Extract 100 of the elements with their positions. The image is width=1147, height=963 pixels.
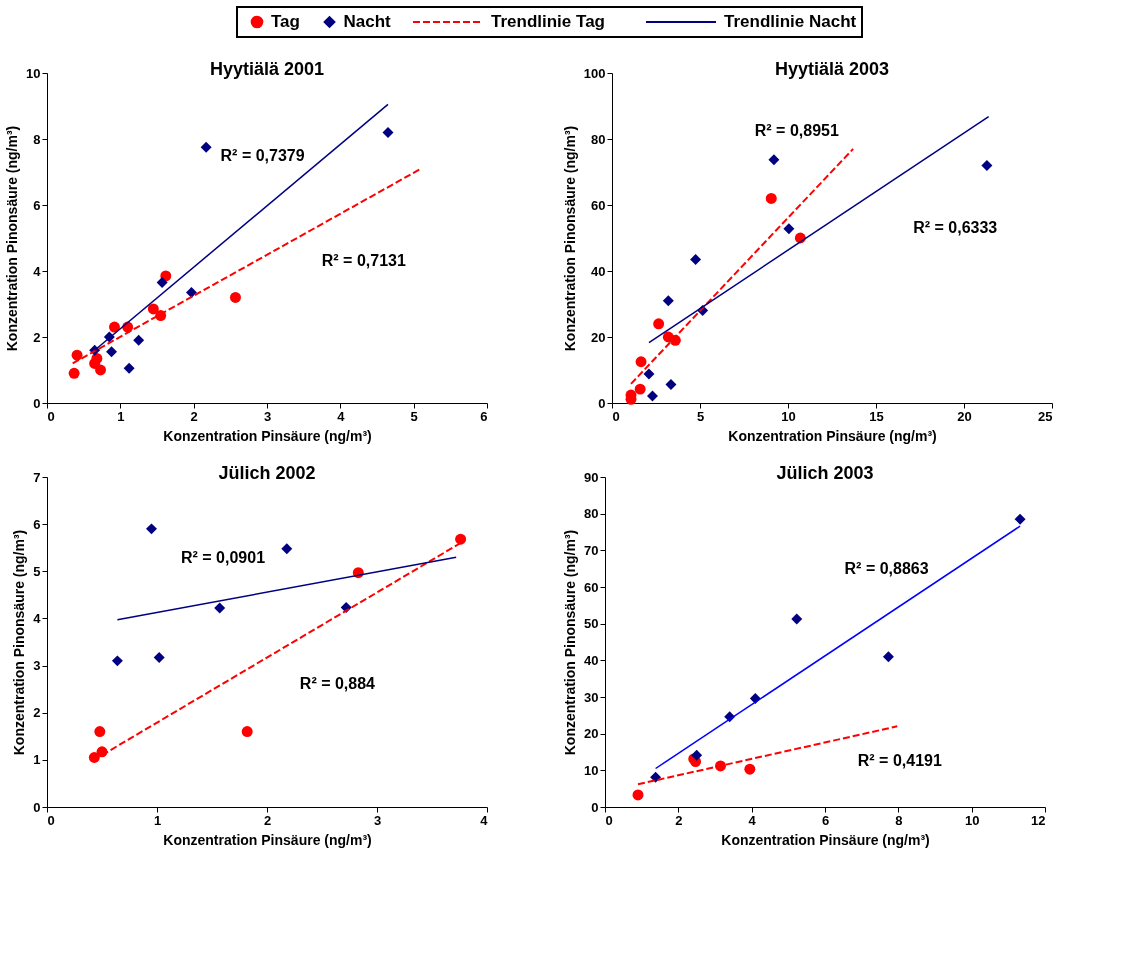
point <box>156 277 168 289</box>
x-tick-label: 6 <box>821 812 830 828</box>
y-tick-label: 4 <box>33 263 42 279</box>
point <box>241 726 253 738</box>
x-tick-label: 10 <box>964 812 980 828</box>
y-tick-label: 1 <box>33 752 41 768</box>
legend-label: Tag <box>271 12 300 31</box>
y-axis-title: Konzentration Pinonsäure (ng/m³) <box>561 125 578 352</box>
point <box>632 789 644 801</box>
y-tick-label: 2 <box>33 705 41 721</box>
point <box>185 286 197 298</box>
y-tick-label: 40 <box>591 263 606 279</box>
y-tick-label: 40 <box>584 652 599 668</box>
y-axis-title: Konzentration Pinonsäure (ng/m³) <box>11 529 28 756</box>
annotation: R² = 0,8951 <box>754 121 839 139</box>
y-tick-label: 2 <box>33 329 41 345</box>
point <box>635 356 647 368</box>
point <box>691 749 703 761</box>
point <box>108 321 120 333</box>
point <box>214 602 226 614</box>
y-tick-label: 60 <box>591 197 606 213</box>
x-tick-label: 5 <box>410 408 418 424</box>
annotation: R² = 0,0901 <box>180 549 266 567</box>
annotation: R² = 0,8863 <box>844 560 929 578</box>
y-tick-label: 80 <box>584 506 599 522</box>
point <box>981 159 993 171</box>
point <box>281 543 293 555</box>
point <box>690 253 702 265</box>
x-tick-label: 2 <box>675 812 683 828</box>
chart-title: Jülich 2002 <box>218 463 316 483</box>
point <box>783 223 795 235</box>
chart-title: Jülich 2003 <box>776 463 874 483</box>
y-tick-label: 80 <box>591 131 606 147</box>
y-tick-label: 30 <box>584 689 599 705</box>
y-tick-label: 6 <box>33 197 41 213</box>
point <box>665 379 677 390</box>
x-axis-title: Konzentration Pinsäure (ng/m³) <box>721 831 930 848</box>
legend-label: Nacht <box>343 12 392 31</box>
x-tick-label: 8 <box>895 812 903 828</box>
point <box>71 349 83 361</box>
point <box>744 763 756 775</box>
point <box>882 651 894 663</box>
point <box>146 523 157 535</box>
annotation: R² = 0,4191 <box>857 751 942 769</box>
point <box>200 141 212 153</box>
y-tick-label: 60 <box>584 579 599 595</box>
point <box>229 291 241 303</box>
y-tick-label: 50 <box>584 616 599 632</box>
x-tick-label: 5 <box>696 408 705 424</box>
x-tick-label: 0 <box>612 408 620 424</box>
chart-title: Hyytiälä 2001 <box>209 59 325 79</box>
point <box>643 368 655 380</box>
x-tick-label: 4 <box>748 812 757 828</box>
x-tick-label: 4 <box>480 812 489 828</box>
x-axis-title: Konzentration Pinsäure (ng/m³) <box>728 427 937 444</box>
x-tick-label: 0 <box>47 812 55 828</box>
annotation: R² = 0,6333 <box>913 219 998 237</box>
y-tick-label: 70 <box>584 542 599 558</box>
y-tick-label: 10 <box>26 65 41 81</box>
point <box>133 334 145 346</box>
x-tick-label: 0 <box>47 408 55 424</box>
x-tick-label: 12 <box>1031 812 1046 828</box>
y-tick-label: 8 <box>33 131 41 147</box>
point <box>111 655 123 667</box>
point <box>653 318 665 330</box>
x-tick-label: 1 <box>117 408 125 424</box>
legend-label: Trendlinie Nacht <box>724 12 857 31</box>
point <box>662 295 674 307</box>
y-tick-label: 3 <box>33 658 41 674</box>
x-tick-label: 3 <box>373 812 382 828</box>
x-tick-label: 25 <box>1038 408 1053 424</box>
x-tick-label: 6 <box>480 408 488 424</box>
x-tick-label: 10 <box>781 408 796 424</box>
annotation: R² = 0,7131 <box>321 252 406 270</box>
point <box>382 126 394 138</box>
x-tick-label: 2 <box>263 812 272 828</box>
x-axis-title: Konzentration Pinsäure (ng/m³) <box>163 831 372 848</box>
point <box>106 346 118 358</box>
y-axis-title: Konzentration Pinonsäure (ng/m³) <box>562 529 579 756</box>
point <box>68 367 80 379</box>
point <box>94 726 106 738</box>
x-tick-label: 4 <box>337 408 346 424</box>
point <box>791 613 803 625</box>
point <box>765 192 777 204</box>
point <box>1014 513 1026 525</box>
y-tick-label: 0 <box>598 395 606 411</box>
y-tick-label: 90 <box>584 469 599 485</box>
y-tick-label: 5 <box>33 563 41 579</box>
chart-title: Hyytiälä 2003 <box>774 59 890 79</box>
point <box>123 362 135 374</box>
point <box>153 652 165 664</box>
x-tick-label: 15 <box>869 408 884 424</box>
point <box>88 752 100 763</box>
x-tick-label: 3 <box>263 408 272 424</box>
y-tick-label: 0 <box>33 395 41 411</box>
y-tick-label: 20 <box>584 726 599 742</box>
point <box>634 383 646 395</box>
x-axis-title: Konzentration Pinsäure (ng/m³) <box>163 427 372 444</box>
y-tick-label: 0 <box>33 799 41 815</box>
y-tick-label: 6 <box>33 516 41 532</box>
